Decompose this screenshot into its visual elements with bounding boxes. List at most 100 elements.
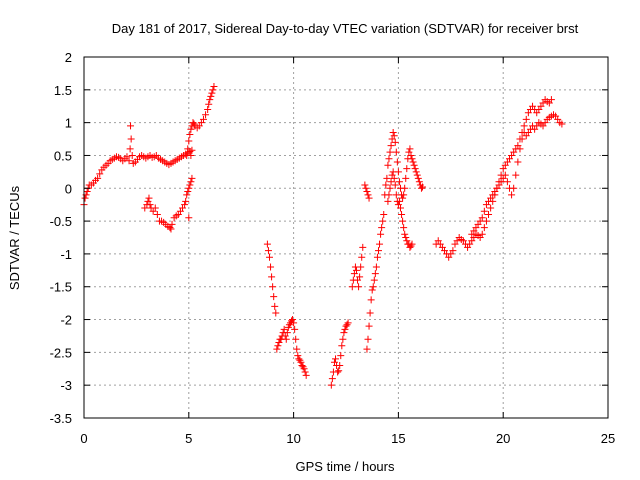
data-series-2 [141, 174, 196, 233]
data-point [294, 352, 302, 360]
data-point [510, 184, 518, 192]
data-point [396, 204, 404, 212]
data-point [340, 329, 348, 337]
data-point [358, 253, 366, 261]
data-point [202, 111, 210, 119]
data-point [365, 322, 373, 330]
data-series-7 [348, 243, 367, 291]
data-series-12 [468, 111, 566, 238]
data-point [209, 86, 217, 94]
data-point [208, 89, 216, 97]
data-point [412, 168, 420, 176]
data-point [185, 137, 193, 145]
data-point [520, 122, 528, 130]
data-point [184, 188, 192, 196]
data-point [401, 184, 409, 192]
data-point [514, 158, 522, 166]
data-point [334, 368, 342, 376]
y-tick-label: 2 [65, 50, 72, 65]
data-point [283, 329, 291, 337]
data-point [385, 191, 393, 199]
data-point [399, 194, 407, 202]
data-point [385, 155, 393, 163]
data-point [370, 276, 378, 284]
data-point [366, 309, 374, 317]
data-point [480, 224, 488, 232]
data-point [151, 204, 159, 212]
data-point [363, 188, 371, 196]
y-tick-label: -3 [60, 378, 72, 393]
data-point [335, 367, 343, 375]
data-series-8 [361, 181, 388, 353]
data-point [338, 342, 346, 350]
data-point [482, 217, 490, 225]
data-point [167, 225, 175, 233]
data-point [478, 214, 486, 222]
y-axis-label: SDTVAR / TECUs [7, 185, 22, 290]
data-point [399, 217, 407, 225]
data-point [390, 174, 398, 182]
data-point [387, 178, 395, 186]
data-point [373, 253, 381, 261]
data-point [146, 201, 154, 209]
data-point [356, 273, 364, 281]
data-point [187, 178, 195, 186]
data-point [339, 335, 347, 343]
data-point [363, 345, 371, 353]
data-point [402, 174, 410, 182]
data-point [369, 283, 377, 291]
data-point [292, 335, 300, 343]
data-point [186, 181, 194, 189]
data-point [395, 197, 403, 205]
data-point [300, 365, 308, 373]
data-point [271, 302, 279, 310]
data-point [127, 135, 135, 143]
y-tick-label: -1.5 [50, 280, 72, 295]
data-point [210, 83, 218, 91]
data-point [265, 253, 273, 261]
data-point [188, 146, 196, 154]
data-point [182, 197, 190, 205]
data-point [512, 171, 520, 179]
data-series-3 [183, 83, 218, 159]
data-point [145, 194, 153, 202]
data-point [153, 211, 161, 219]
data-point [205, 100, 213, 108]
tick-labels: 0 5 10 15 20 25 2 1.5 1 0.5 0 -0.5 -1 -1.5 -2 -2.5 -3 -3.… [50, 50, 616, 446]
data-point [407, 151, 415, 159]
x-tick-label: 20 [496, 431, 510, 446]
plot-frame [83, 56, 609, 419]
data-point [372, 263, 380, 271]
data-point [408, 155, 416, 163]
data-point [270, 293, 278, 301]
data-point [359, 243, 367, 251]
data-point [406, 145, 414, 153]
data-point [400, 224, 408, 232]
data-point [297, 358, 305, 366]
data-point [282, 335, 290, 343]
data-point [376, 240, 384, 248]
data-point [274, 342, 282, 350]
data-point [547, 96, 555, 104]
data-point [183, 191, 191, 199]
data-point [403, 165, 411, 173]
data-point [272, 309, 280, 317]
data-point [389, 128, 397, 136]
data-point [558, 120, 566, 128]
data-point [522, 115, 530, 123]
data-point [126, 145, 134, 153]
data-point [478, 230, 486, 238]
y-tick-label: -0.5 [50, 214, 72, 229]
grid-lines [84, 57, 608, 418]
data-point [361, 181, 369, 189]
data-point [401, 230, 409, 238]
data-point [417, 184, 425, 192]
data-point [503, 178, 511, 186]
data-point [449, 247, 457, 255]
data-series-5 [273, 316, 310, 379]
data-point [390, 132, 398, 140]
data-point [355, 283, 363, 291]
data-point [485, 211, 493, 219]
data-point [391, 138, 399, 146]
